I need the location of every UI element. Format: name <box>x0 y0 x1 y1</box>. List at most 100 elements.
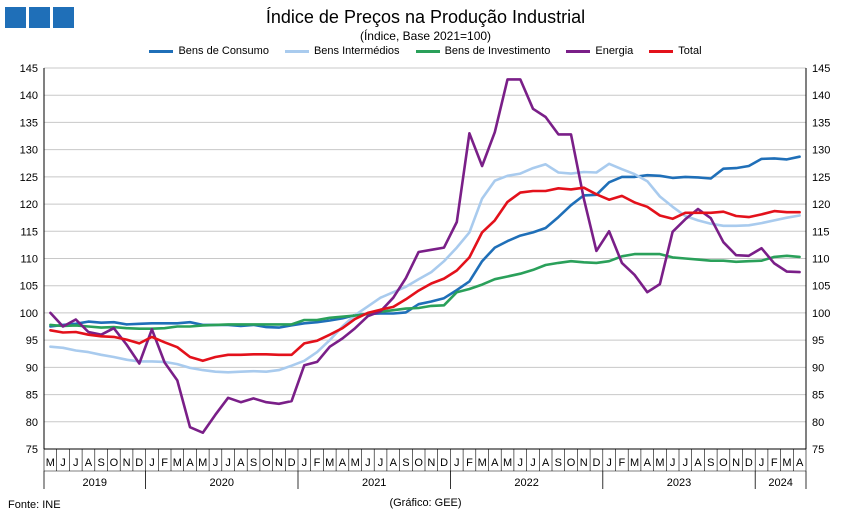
legend-label: Bens Intermédios <box>313 45 400 57</box>
month-label: O <box>110 457 119 469</box>
y-tick-label-left: 95 <box>26 335 38 347</box>
legend-item: Total <box>649 45 702 57</box>
y-tick-label-right: 135 <box>812 117 830 129</box>
y-tick-label-left: 115 <box>20 226 38 238</box>
month-label: S <box>97 457 104 469</box>
y-tick-label-left: 75 <box>26 444 38 456</box>
month-label: J <box>606 457 612 469</box>
month-label: J <box>213 457 219 469</box>
y-tick-label-right: 105 <box>812 281 830 293</box>
month-label: M <box>655 457 664 469</box>
month-label: J <box>530 457 536 469</box>
month-label: S <box>402 457 409 469</box>
legend-swatch <box>566 49 591 53</box>
legend-label: Energia <box>595 45 634 57</box>
month-label: J <box>73 457 79 469</box>
y-tick-label-left: 110 <box>20 254 38 266</box>
month-label: M <box>782 457 791 469</box>
month-label: O <box>414 457 423 469</box>
year-label: 2023 <box>667 477 691 489</box>
month-label: A <box>85 457 93 469</box>
gee-logo <box>5 7 74 28</box>
y-tick-label-left: 120 <box>20 199 38 211</box>
logo-square-1 <box>5 7 26 28</box>
y-tick-label-left: 145 <box>20 63 38 75</box>
chart-title: Índice de Preços na Produção Industrial <box>265 7 586 27</box>
month-label: J <box>759 457 765 469</box>
y-tick-label-right: 85 <box>812 390 824 402</box>
y-tick-label-right: 100 <box>812 308 830 320</box>
month-label: J <box>60 457 66 469</box>
y-tick-label-right: 120 <box>812 199 830 211</box>
month-label: F <box>466 457 473 469</box>
month-label: J <box>302 457 308 469</box>
legend-item: Bens de Investimento <box>415 45 551 57</box>
logo-square-3 <box>53 7 74 28</box>
y-tick-label-left: 140 <box>20 90 38 102</box>
year-label: 2020 <box>210 477 234 489</box>
month-label: O <box>719 457 728 469</box>
month-label: J <box>365 457 371 469</box>
month-label: J <box>378 457 384 469</box>
month-label: S <box>555 457 562 469</box>
series-line-bens-de-consumo <box>49 155 801 329</box>
legend-label: Total <box>678 45 702 57</box>
month-label: F <box>618 457 625 469</box>
source-note: Fonte: INE <box>8 499 61 511</box>
legend-label: Bens de Investimento <box>444 45 551 57</box>
month-label: J <box>683 457 689 469</box>
month-label: A <box>339 457 347 469</box>
y-tick-label-right: 80 <box>812 417 824 429</box>
month-label: A <box>491 457 499 469</box>
y-tick-label-right: 145 <box>812 63 830 75</box>
y-tick-label-right: 130 <box>812 145 830 157</box>
month-label: N <box>580 457 588 469</box>
year-label: 2019 <box>83 477 107 489</box>
year-label: 2024 <box>768 477 792 489</box>
month-label: O <box>567 457 576 469</box>
month-label: F <box>161 457 168 469</box>
month-label: A <box>542 457 550 469</box>
series-line-total <box>49 186 801 363</box>
month-label: J <box>454 457 460 469</box>
month-label: D <box>745 457 753 469</box>
y-tick-label-right: 75 <box>812 444 824 456</box>
month-label: O <box>262 457 271 469</box>
month-label: M <box>173 457 182 469</box>
y-tick-label-right: 90 <box>812 362 824 374</box>
month-label: F <box>314 457 321 469</box>
month-label: J <box>518 457 524 469</box>
y-tick-label-left: 80 <box>26 417 38 429</box>
month-label: A <box>694 457 702 469</box>
month-label: N <box>427 457 435 469</box>
month-label: J <box>225 457 231 469</box>
y-tick-label-left: 85 <box>26 390 38 402</box>
month-label: A <box>186 457 194 469</box>
month-label: D <box>592 457 600 469</box>
logo-square-2 <box>29 7 50 28</box>
series-line-bens-de-investimento <box>49 252 801 331</box>
y-tick-label-left: 90 <box>26 362 38 374</box>
chart-legend: Bens de Consumo Bens Intermédios Bens de I… <box>0 45 851 57</box>
month-label: M <box>198 457 207 469</box>
legend-item: Bens de Consumo <box>149 45 269 57</box>
y-tick-label-right: 95 <box>812 335 824 347</box>
year-label: 2021 <box>362 477 386 489</box>
month-label: D <box>288 457 296 469</box>
month-label: A <box>390 457 398 469</box>
month-label: M <box>503 457 512 469</box>
series-line-bens-interm-dios <box>49 162 801 374</box>
month-label: M <box>478 457 487 469</box>
y-tick-label-left: 125 <box>20 172 38 184</box>
month-label: M <box>325 457 334 469</box>
month-label: D <box>440 457 448 469</box>
y-tick-label-left: 135 <box>20 117 38 129</box>
month-label: D <box>135 457 143 469</box>
month-label: A <box>644 457 652 469</box>
y-tick-label-right: 115 <box>812 226 830 238</box>
chart-subtitle: (Índice, Base 2021=100) <box>359 29 492 43</box>
legend-swatch <box>649 49 674 53</box>
month-label: M <box>630 457 639 469</box>
month-label: S <box>250 457 257 469</box>
